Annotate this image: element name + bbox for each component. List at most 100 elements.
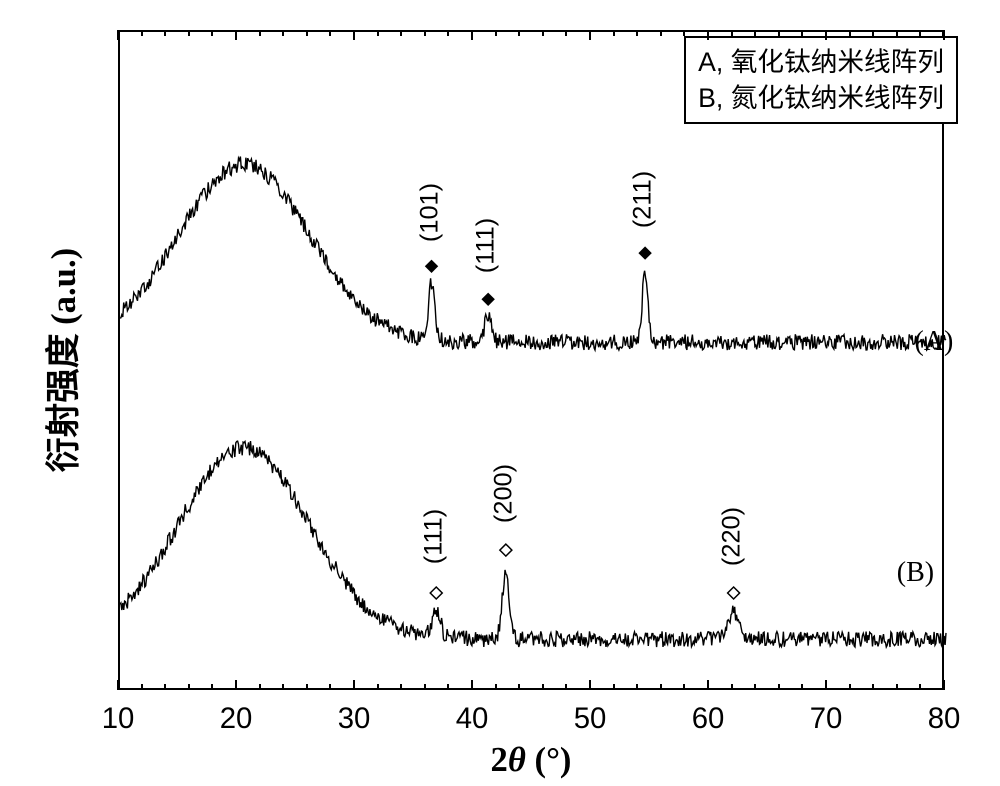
x-tick-minor: [565, 684, 567, 690]
peak-marker: [728, 587, 740, 599]
x-tick-minor-top: [518, 30, 520, 36]
x-tick-minor: [542, 684, 544, 690]
x-tick-minor: [211, 684, 213, 690]
x-tick-label: 30: [338, 702, 371, 736]
x-tick-minor-top: [565, 30, 567, 36]
x-tick-minor-top: [754, 30, 756, 36]
x-tick-minor: [660, 684, 662, 690]
x-tick-minor: [801, 684, 803, 690]
x-tick-minor-top: [141, 30, 143, 36]
x-tick-minor: [683, 684, 685, 690]
peak-marker: [639, 247, 651, 259]
x-tick-minor: [518, 684, 520, 690]
x-tick-label: 70: [810, 702, 843, 736]
legend-box: A, 氧化钛纳米线阵列B, 氮化钛纳米线阵列: [684, 36, 958, 124]
peak-label: (220): [717, 507, 746, 566]
x-tick-minor: [872, 684, 874, 690]
x-tick-minor-top: [282, 30, 284, 36]
x-tick-minor-top: [613, 30, 615, 36]
xrd-figure: 衍射强度 (a.u.) 2θ (°) A, 氧化钛纳米线阵列B, 氮化钛纳米线阵…: [0, 0, 1000, 786]
peak-marker: [500, 544, 512, 556]
peak-label: (211): [629, 171, 658, 228]
x-tick-minor-top: [542, 30, 544, 36]
x-tick-minor-top: [731, 30, 733, 36]
x-tick-major-top: [589, 30, 591, 40]
x-axis-label-theta: θ: [508, 741, 526, 779]
x-tick-minor-top: [919, 30, 921, 36]
x-tick-minor-top: [329, 30, 331, 36]
x-tick-minor: [849, 684, 851, 690]
x-tick-minor-top: [377, 30, 379, 36]
x-tick-label: 20: [220, 702, 253, 736]
x-tick-minor-top: [896, 30, 898, 36]
plot-area: [118, 30, 944, 690]
x-tick-minor: [731, 684, 733, 690]
x-tick-major: [825, 680, 827, 690]
x-tick-label: 80: [928, 702, 961, 736]
x-tick-minor: [259, 684, 261, 690]
x-tick-major-top: [943, 30, 945, 40]
peak-label: (111): [472, 218, 501, 273]
x-tick-minor-top: [400, 30, 402, 36]
legend-entry: A, 氧化钛纳米线阵列: [698, 44, 944, 80]
x-tick-major: [117, 680, 119, 690]
x-tick-minor: [636, 684, 638, 690]
x-tick-minor: [282, 684, 284, 690]
x-tick-minor: [329, 684, 331, 690]
legend-entry: B, 氮化钛纳米线阵列: [698, 80, 944, 116]
series-label-B: (B): [897, 557, 934, 589]
x-tick-minor: [919, 684, 921, 690]
x-tick-major-top: [825, 30, 827, 40]
x-tick-minor-top: [424, 30, 426, 36]
x-tick-minor-top: [801, 30, 803, 36]
x-axis-label-prefix: 2: [491, 741, 508, 779]
x-tick-minor: [141, 684, 143, 690]
x-tick-label: 50: [574, 702, 607, 736]
y-axis-label-text: 衍射强度 (a.u.): [45, 248, 83, 472]
x-tick-minor: [754, 684, 756, 690]
series-label-A: (A): [915, 326, 954, 358]
x-tick-minor-top: [849, 30, 851, 36]
x-tick-minor: [424, 684, 426, 690]
x-tick-minor: [613, 684, 615, 690]
peak-label: (111): [420, 509, 449, 564]
x-tick-minor-top: [211, 30, 213, 36]
peak-marker: [430, 587, 442, 599]
x-axis-label: 2θ (°): [491, 741, 572, 780]
x-tick-minor-top: [636, 30, 638, 36]
y-axis-label: 衍射强度 (a.u.): [35, 248, 85, 472]
x-tick-major-top: [117, 30, 119, 40]
x-tick-major: [353, 680, 355, 690]
x-tick-minor: [188, 684, 190, 690]
x-tick-minor-top: [188, 30, 190, 36]
trace-A: [120, 157, 946, 351]
x-tick-minor-top: [495, 30, 497, 36]
x-tick-major: [471, 680, 473, 690]
peak-label: (101): [415, 183, 444, 242]
x-tick-minor: [447, 684, 449, 690]
x-tick-minor: [377, 684, 379, 690]
x-tick-major: [943, 680, 945, 690]
x-tick-major-top: [235, 30, 237, 40]
x-tick-minor-top: [778, 30, 780, 36]
svg-layer: [120, 32, 946, 692]
x-tick-minor: [495, 684, 497, 690]
x-axis-label-unit: (°): [526, 741, 572, 779]
x-tick-major: [707, 680, 709, 690]
x-tick-major: [235, 680, 237, 690]
x-tick-label: 10: [102, 702, 135, 736]
x-tick-minor: [896, 684, 898, 690]
x-tick-major-top: [707, 30, 709, 40]
trace-B: [120, 441, 946, 647]
x-tick-minor-top: [306, 30, 308, 36]
x-tick-major-top: [353, 30, 355, 40]
x-tick-minor: [778, 684, 780, 690]
x-tick-minor-top: [872, 30, 874, 36]
x-tick-major: [589, 680, 591, 690]
peak-marker: [482, 293, 494, 305]
x-tick-minor-top: [683, 30, 685, 36]
peak-label: (200): [489, 464, 518, 523]
x-tick-label: 40: [456, 702, 489, 736]
peak-marker: [426, 260, 438, 272]
x-tick-minor-top: [660, 30, 662, 36]
